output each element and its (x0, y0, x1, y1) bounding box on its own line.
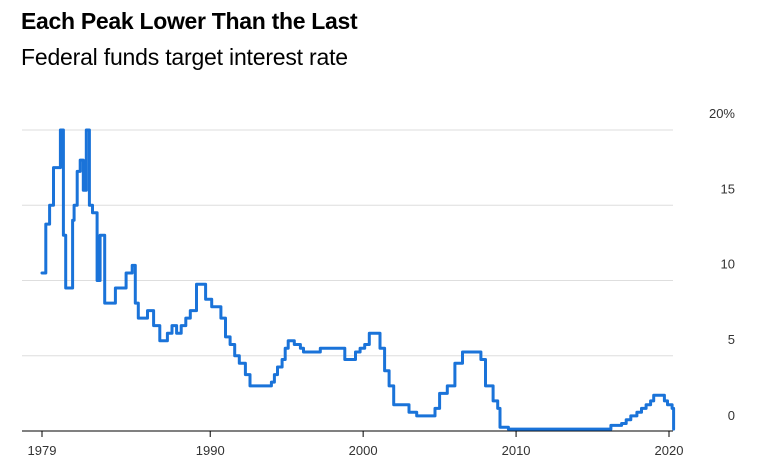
x-tick-label: 1979 (28, 443, 57, 458)
x-axis-ticks: 1979 1990 2000 2010 2020 (28, 431, 684, 458)
y-tick-label: 5 (728, 332, 735, 347)
y-tick-label: 20% (709, 106, 735, 121)
x-tick-label: 1990 (196, 443, 225, 458)
x-tick-label: 2010 (502, 443, 531, 458)
y-axis-ticks: 20% 15 10 5 0 (709, 106, 735, 423)
gridlines (22, 129, 673, 432)
plot-area (40, 128, 676, 431)
x-tick-label: 2000 (349, 443, 378, 458)
y-tick-label: 0 (728, 408, 735, 423)
series-line-fed-funds-rate (40, 128, 676, 431)
y-tick-label: 10 (721, 257, 735, 272)
chart-subtitle: Federal funds target interest rate (21, 44, 348, 70)
chart-title: Each Peak Lower Than the Last (21, 8, 358, 34)
y-tick-label: 15 (721, 181, 735, 196)
x-tick-label: 2020 (655, 443, 684, 458)
